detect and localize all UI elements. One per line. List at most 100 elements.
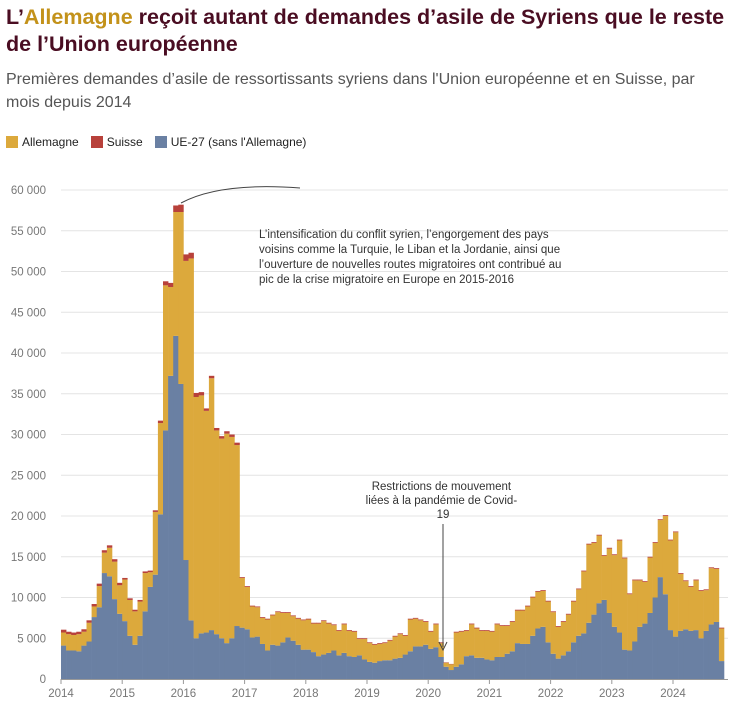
bar-switzerland xyxy=(423,621,429,622)
bar-germany xyxy=(540,590,546,627)
bar-germany xyxy=(407,619,414,652)
bar-eu27 xyxy=(295,644,301,679)
bar-eu27 xyxy=(270,644,276,679)
bar-germany xyxy=(713,568,720,622)
bar-switzerland xyxy=(489,630,495,632)
bar-switzerland xyxy=(535,590,541,592)
bar-germany xyxy=(234,445,240,627)
bar-switzerland xyxy=(188,252,194,259)
legend-swatch-germany xyxy=(6,136,18,148)
bar-germany xyxy=(387,640,393,661)
bar-germany xyxy=(346,630,352,657)
bar-eu27 xyxy=(86,641,92,679)
bar-switzerland xyxy=(397,633,403,635)
bar-eu27 xyxy=(688,630,694,679)
bar-germany xyxy=(219,438,225,639)
bar-switzerland xyxy=(581,570,587,572)
bar-germany xyxy=(504,626,511,654)
legend-label-germany: Allemagne xyxy=(22,135,79,149)
bar-germany xyxy=(601,555,607,600)
bar-germany xyxy=(331,625,337,651)
conflict-annotation-leader xyxy=(180,186,301,204)
bar-eu27 xyxy=(601,599,607,679)
bar-eu27 xyxy=(463,656,470,679)
bar-switzerland xyxy=(305,618,312,620)
bar-eu27 xyxy=(616,632,623,679)
bar-germany xyxy=(627,594,633,651)
bar-switzerland xyxy=(239,577,245,578)
bar-switzerland xyxy=(122,577,128,580)
bar-eu27 xyxy=(367,661,373,679)
y-tick-label: 20 000 xyxy=(11,511,46,523)
legend-label-switzerland: Suisse xyxy=(106,135,143,149)
bar-switzerland xyxy=(178,204,184,212)
bar-germany xyxy=(254,607,261,637)
bar-switzerland xyxy=(484,630,490,631)
bar-germany xyxy=(448,664,454,671)
y-tick-label: 40 000 xyxy=(11,348,46,360)
bar-germany xyxy=(310,623,317,653)
bar-switzerland xyxy=(208,375,215,379)
bar-germany xyxy=(356,639,363,656)
bar-eu27 xyxy=(244,629,250,679)
title-highlight-germany: Allemagne xyxy=(23,5,133,29)
bar-eu27 xyxy=(71,650,77,679)
bar-switzerland xyxy=(565,613,572,615)
bar-germany xyxy=(341,624,347,653)
bar-eu27 xyxy=(428,648,434,679)
bar-switzerland xyxy=(326,622,332,624)
bar-switzerland xyxy=(168,282,174,287)
bar-switzerland xyxy=(229,434,235,437)
bar-switzerland xyxy=(117,582,123,586)
bar-germany xyxy=(688,586,694,631)
bar-switzerland xyxy=(433,623,439,625)
bar-switzerland xyxy=(372,643,378,645)
bar-switzerland xyxy=(611,554,618,556)
bar-eu27 xyxy=(310,652,317,679)
bar-switzerland xyxy=(642,581,648,583)
y-tick-label: 55 000 xyxy=(11,226,46,238)
bar-switzerland xyxy=(673,531,679,533)
bar-germany xyxy=(555,626,562,659)
bar-eu27 xyxy=(387,660,393,679)
bar-switzerland xyxy=(127,598,133,600)
bar-germany xyxy=(708,568,715,625)
bar-germany xyxy=(361,639,368,660)
bar-germany xyxy=(285,612,291,638)
bar-switzerland xyxy=(96,583,103,587)
bar-switzerland xyxy=(662,515,669,516)
bar-germany xyxy=(397,634,403,658)
covid-annotation: Restrictions de mouvement liées à la pan… xyxy=(366,481,521,521)
bar-eu27 xyxy=(234,626,240,679)
bar-germany xyxy=(642,582,648,624)
bar-eu27 xyxy=(622,649,628,679)
bar-switzerland xyxy=(101,550,108,553)
bar-switzerland xyxy=(336,630,342,631)
bar-switzerland xyxy=(183,254,189,261)
bar-switzerland xyxy=(66,631,72,635)
bar-germany xyxy=(412,618,419,647)
bar-eu27 xyxy=(346,656,352,679)
bar-germany xyxy=(224,433,230,644)
bar-switzerland xyxy=(412,617,419,619)
bar-switzerland xyxy=(560,621,567,622)
bar-eu27 xyxy=(377,661,383,679)
bar-eu27 xyxy=(224,643,230,679)
bar-eu27 xyxy=(142,611,148,679)
bar-switzerland xyxy=(249,605,256,607)
bar-switzerland xyxy=(479,630,485,631)
bar-switzerland xyxy=(295,617,301,619)
bar-eu27 xyxy=(535,628,541,679)
bar-eu27 xyxy=(586,622,592,679)
bar-germany xyxy=(678,573,684,631)
bar-switzerland xyxy=(627,593,633,595)
bar-switzerland xyxy=(280,612,286,613)
bar-eu27 xyxy=(525,643,531,679)
chart-subtitle: Premières demandes d’asile de ressortiss… xyxy=(6,71,695,111)
y-tick-label: 30 000 xyxy=(11,430,46,442)
bar-switzerland xyxy=(647,556,653,558)
annotations: L’intensification du conflit syrien, l’e… xyxy=(180,186,561,652)
bar-eu27 xyxy=(448,670,454,679)
bar-germany xyxy=(535,591,541,629)
bar-eu27 xyxy=(229,638,235,679)
